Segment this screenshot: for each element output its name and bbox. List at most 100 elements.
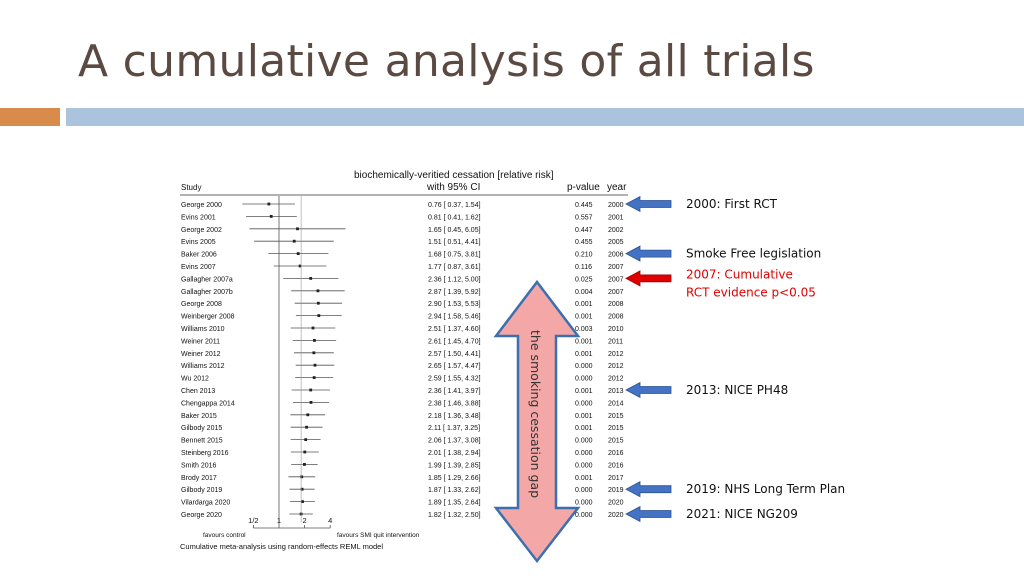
- x-tick-label: 2: [303, 516, 307, 525]
- p-value: 0.445: [575, 202, 593, 209]
- point-estimate: [300, 487, 304, 491]
- p-value: 0.455: [575, 239, 593, 246]
- p-value: 0.000: [575, 500, 593, 507]
- point-estimate: [316, 301, 320, 305]
- point-estimate: [309, 401, 313, 404]
- p-value: 0.003: [575, 326, 593, 333]
- p-value: 0.001: [575, 425, 593, 432]
- p-value: 0.116: [575, 264, 592, 271]
- p-value: 0.000: [575, 438, 593, 445]
- forest-row: Weiner 2011 2.61 [ 1.45, 4.70] 0.001 2011: [181, 338, 623, 345]
- annotation-text: RCT evidence p<0.05: [686, 285, 816, 299]
- forest-row: George 2000 0.76 [ 0.37, 1.54] 0.445 2000: [181, 202, 624, 209]
- year: 2006: [608, 252, 624, 259]
- ci-text: 1.77 [ 0.87, 3.61]: [428, 264, 481, 271]
- p-value: 0.001: [575, 413, 593, 420]
- annotation-blue: 2021: NICE NG209: [625, 505, 798, 523]
- point-estimate: [296, 252, 300, 255]
- point-estimate: [300, 475, 304, 479]
- year: 2015: [608, 438, 624, 445]
- p-value: 0.000: [575, 400, 593, 407]
- p-value: 0.000: [575, 363, 593, 370]
- ci-text: 1.51 [ 0.51, 4.41]: [428, 239, 481, 246]
- gap-label: the smoking cessation gap: [528, 330, 543, 498]
- annotation-blue: 2000: First RCT: [625, 195, 778, 213]
- chart-title-line2: with 95% CI: [426, 182, 480, 193]
- study-label: Weiner 2011: [181, 338, 220, 345]
- study-label: Chengappa 2014: [181, 400, 235, 407]
- point-estimate: [269, 215, 273, 218]
- annotation-blue: Smoke Free legislation: [625, 245, 821, 262]
- forest-row: Williams 2010 2.51 [ 1.37, 4.60] 0.003 2010: [181, 326, 624, 333]
- forest-row: Chen 2013 2.36 [ 1.41, 3.97] 0.001 2013: [181, 388, 624, 395]
- year: 2001: [608, 214, 624, 221]
- study-label: Gallagher 2007a: [181, 276, 233, 283]
- annotation-text: 2021: NICE NG209: [686, 507, 798, 521]
- forest-row: Baker 2006 1.68 [ 0.75, 3.81] 0.210 2006: [181, 252, 624, 259]
- forest-row: George 2008 2.90 [ 1.53, 5.53] 0.001 2008: [181, 301, 624, 308]
- study-label: Vilardarga 2020: [181, 500, 230, 507]
- annotation-text: 2007: Cumulative: [686, 267, 793, 281]
- annotation-blue: 2013: NICE PH48: [625, 381, 788, 399]
- p-value: 0.000: [575, 376, 593, 383]
- study-label: Steinberg 2016: [181, 450, 229, 457]
- study-label: Williams 2010: [181, 326, 225, 333]
- forest-row: Williams 2012 2.65 [ 1.57, 4.47] 0.000 2012: [181, 363, 624, 370]
- ci-text: 2.51 [ 1.37, 4.60]: [428, 326, 481, 333]
- ci-text: 2.38 [ 1.46, 3.88]: [428, 400, 481, 407]
- p-value: 0.001: [575, 301, 593, 308]
- point-estimate: [303, 450, 307, 454]
- ci-text: 2.57 [ 1.50, 4.41]: [428, 351, 481, 358]
- year: 2017: [608, 475, 624, 482]
- point-estimate: [292, 239, 296, 243]
- ci-text: 1.68 [ 0.75, 3.81]: [428, 252, 481, 259]
- point-estimate: [298, 264, 302, 268]
- p-value: 0.001: [575, 475, 593, 482]
- year: 2008: [608, 314, 624, 321]
- point-estimate: [303, 463, 306, 466]
- forest-rows: George 2000 0.76 [ 0.37, 1.54] 0.445 2000 Ev…: [181, 202, 624, 519]
- study-label: Gilbody 2015: [181, 425, 222, 432]
- study-label: Evins 2007: [181, 264, 216, 271]
- year: 2016: [608, 450, 624, 457]
- ci-text: 1.82 [ 1.32, 2.50]: [428, 512, 481, 519]
- smoking-gap-arrow: the smoking cessation gap: [493, 279, 581, 564]
- col-header-year: year: [607, 182, 627, 193]
- point-estimate: [301, 500, 304, 503]
- point-estimate: [306, 413, 310, 417]
- p-value: 0.004: [575, 289, 593, 296]
- ci-text: 2.90 [ 1.53, 5.53]: [428, 301, 481, 308]
- forest-row: Evins 2005 1.51 [ 0.51, 4.41] 0.455 2005: [181, 239, 624, 246]
- study-label: Smith 2016: [181, 462, 217, 469]
- year: 2019: [608, 487, 624, 494]
- ci-text: 2.11 [ 1.37, 3.25]: [428, 425, 480, 432]
- year: 2012: [608, 363, 624, 370]
- p-value: 0.447: [575, 227, 593, 234]
- favours-right-label: favours SMI quit intervention: [337, 532, 420, 539]
- accent-bar-orange: [0, 108, 60, 126]
- accent-bar-blue: [66, 108, 1024, 126]
- year: 2008: [608, 301, 624, 308]
- p-value: 0.001: [575, 351, 593, 358]
- study-label: George 2020: [181, 512, 222, 519]
- forest-row: Chengappa 2014 2.38 [ 1.46, 3.88] 0.000 201…: [181, 400, 624, 407]
- ci-text: 1.85 [ 1.29, 2.66]: [428, 475, 481, 482]
- chart-title-line1: biochemically-veritied cessation [relati…: [354, 170, 554, 181]
- ci-text: 2.59 [ 1.55, 4.32]: [428, 376, 481, 383]
- forest-row: Wu 2012 2.59 [ 1.55, 4.32] 0.000 2012: [181, 376, 624, 383]
- ci-text: 2.01 [ 1.38, 2.94]: [428, 450, 481, 457]
- year: 2011: [608, 338, 623, 345]
- annotation-blue: 2019: NHS Long Term Plan: [625, 481, 845, 498]
- gap-double-arrow: [493, 279, 581, 564]
- ci-text: 2.87 [ 1.39, 5.92]: [428, 289, 481, 296]
- study-label: Weiner 2012: [181, 351, 221, 358]
- forest-row: Bennett 2015 2.06 [ 1.37, 3.08] 0.000 2015: [181, 438, 624, 445]
- forest-row: Smith 2016 1.99 [ 1.39, 2.85] 0.000 2016: [181, 462, 624, 469]
- x-tick-label: 1: [277, 516, 281, 525]
- study-label: Evins 2001: [181, 214, 216, 221]
- forest-row: Vilardarga 2020 1.89 [ 1.35, 2.64] 0.000 20…: [181, 500, 624, 507]
- year: 2012: [608, 376, 624, 383]
- p-value: 0.000: [575, 487, 593, 494]
- annotation-arrow: [625, 270, 672, 287]
- ci-text: 2.18 [ 1.36, 3.48]: [428, 413, 481, 420]
